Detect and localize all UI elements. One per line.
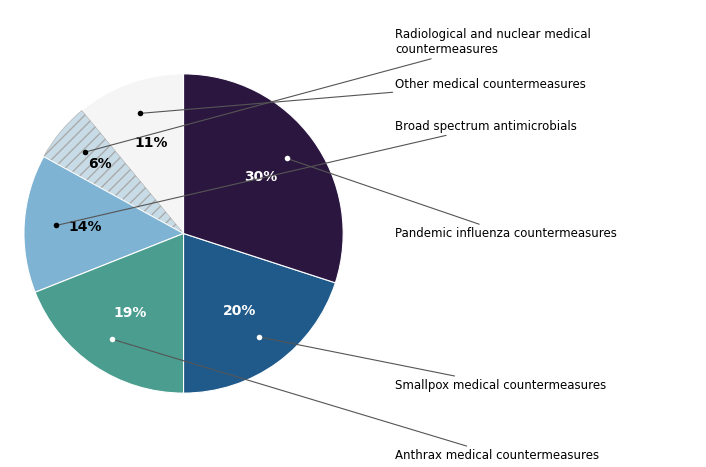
Text: Smallpox medical countermeasures: Smallpox medical countermeasures — [258, 337, 606, 392]
Text: 14%: 14% — [68, 220, 102, 234]
Text: 30%: 30% — [244, 170, 277, 184]
Text: Anthrax medical countermeasures: Anthrax medical countermeasures — [112, 339, 599, 462]
Text: Broad spectrum antimicrobials: Broad spectrum antimicrobials — [56, 120, 578, 226]
Text: 6%: 6% — [88, 157, 112, 171]
Wedge shape — [82, 74, 184, 234]
Text: Radiological and nuclear medical
countermeasures: Radiological and nuclear medical counter… — [85, 28, 591, 152]
Text: 19%: 19% — [113, 306, 146, 320]
Text: 11%: 11% — [134, 136, 168, 150]
Wedge shape — [44, 111, 184, 234]
Text: Pandemic influenza countermeasures: Pandemic influenza countermeasures — [287, 158, 617, 240]
Wedge shape — [184, 234, 335, 393]
Text: Other medical countermeasures: Other medical countermeasures — [140, 78, 586, 113]
Text: 20%: 20% — [223, 304, 256, 318]
Wedge shape — [35, 234, 184, 393]
Wedge shape — [24, 156, 184, 292]
Wedge shape — [184, 74, 343, 283]
